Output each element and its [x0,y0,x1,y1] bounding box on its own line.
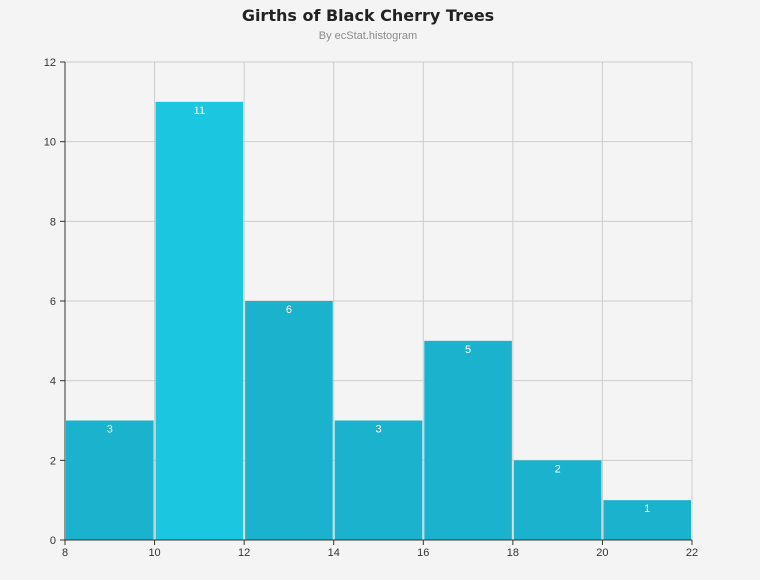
histogram-bar [155,101,244,540]
chart-subtitle: By ecStat.histogram [318,30,418,42]
x-tick-label: 18 [507,547,519,559]
histogram-bar [513,460,602,540]
x-tick-label: 22 [686,547,698,559]
y-tick-label: 8 [50,216,56,228]
histogram-bar [603,500,691,540]
histogram-bar [245,301,333,540]
bar-value-label: 3 [375,424,381,436]
x-tick-label: 12 [238,547,250,559]
y-tick-label: 0 [50,535,56,547]
y-tick-label: 10 [44,137,56,149]
x-tick-label: 20 [596,547,608,559]
x-tick-label: 8 [62,547,68,559]
y-tick-label: 6 [50,296,56,308]
bar-value-label: 5 [465,344,471,356]
histogram-bar [66,420,154,540]
chart-title: Girths of Black Cherry Trees [241,6,495,25]
histogram-bar [334,420,423,540]
histogram-bar [424,340,512,540]
bar-value-label: 2 [555,463,561,475]
bar-value-label: 3 [107,424,113,436]
bar-value-label: 6 [286,304,292,316]
x-tick-label: 14 [328,547,340,559]
bar-value-label: 11 [194,105,205,117]
y-tick-label: 2 [50,455,56,467]
bar-value-label: 1 [644,503,650,515]
y-tick-label: 12 [44,57,56,69]
x-tick-label: 10 [148,547,160,559]
x-tick-label: 16 [417,547,429,559]
y-tick-label: 4 [50,376,56,388]
